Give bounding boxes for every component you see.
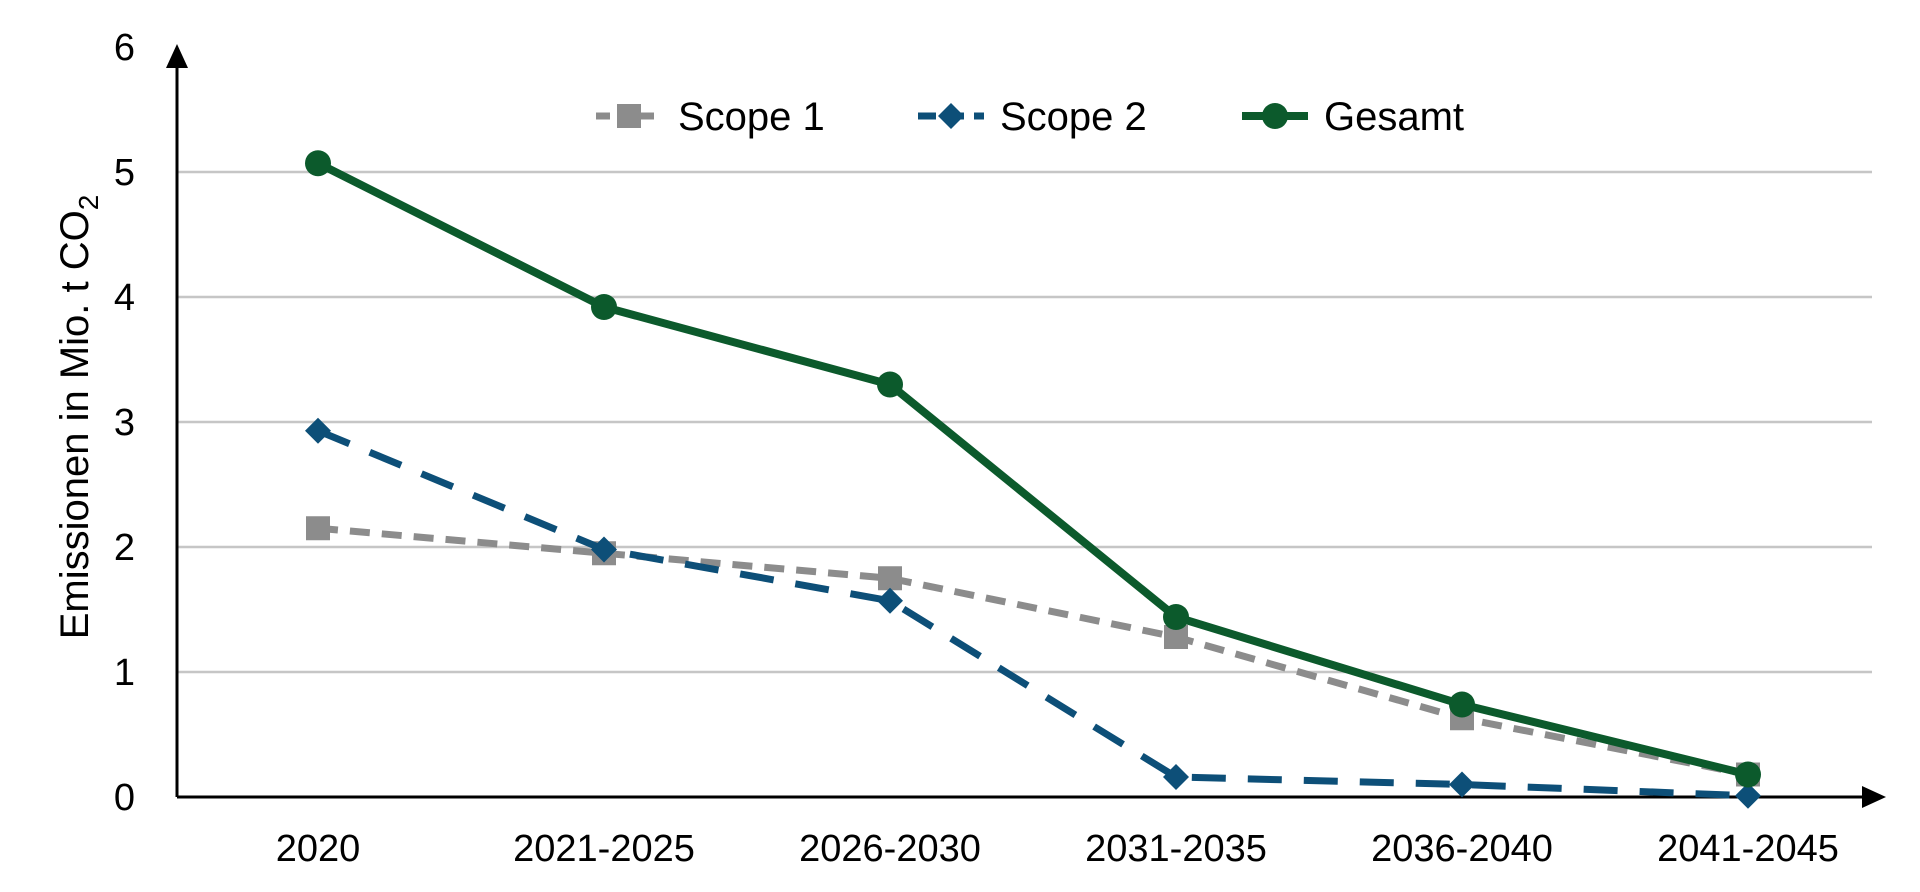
data-point-scope-2 [591,536,617,563]
data-point-gesamt [1735,761,1761,788]
y-axis-title-subscript: 2 [73,195,104,211]
data-point-gesamt [1449,691,1475,718]
x-tick-label: 2036-2040 [1371,828,1553,870]
x-tick-label: 2021-2025 [513,828,695,870]
y-tick-label: 3 [114,402,135,444]
series-scope-2 [305,417,1761,809]
data-point-scope-2 [877,587,903,614]
data-point-scope-2 [1449,771,1475,798]
legend-item-gesamt: Gesamt [1242,95,1464,139]
x-tick-label: 2031-2035 [1085,828,1267,870]
x-tick-label: 2041-2045 [1657,828,1839,870]
legend-marker-scope-2 [938,103,964,129]
x-tick-labels: 2020 2021-2025 2026-2030 2031-2035 2036-2040… [276,828,1839,870]
x-tick-label: 2020 [276,828,361,870]
legend-label: Scope 1 [678,95,825,139]
data-point-scope-2 [1735,782,1761,809]
data-point-scope-1 [878,566,902,591]
y-tick-label: 2 [114,527,135,569]
gridlines [177,170,1872,674]
legend-marker-scope-1 [617,104,641,128]
legend-item-scope-2: Scope 2 [918,95,1147,139]
legend-label: Gesamt [1324,95,1464,139]
y-tick-label: 6 [114,27,135,69]
legend: Scope 1 Scope 2 Gesamt [596,95,1464,139]
y-tick-label: 5 [114,152,135,194]
data-point-scope-2 [1163,764,1189,790]
legend-item-scope-1: Scope 1 [596,95,825,139]
y-axis-title-main: Emissionen in Mio. t CO [53,210,97,639]
data-point-scope-1 [306,516,330,541]
y-tick-label: 4 [114,277,135,319]
data-point-gesamt [877,371,903,398]
data-point-gesamt [1163,604,1189,630]
data-point-gesamt [305,150,331,177]
series-line-scope-1 [317,524,1749,778]
y-tick-label: 1 [114,652,135,694]
data-point-gesamt [591,294,617,320]
y-axis-arrow [166,44,188,68]
y-tick-label: 0 [114,777,135,819]
series-line-scope-2 [316,427,1749,800]
x-tick-label: 2026-2030 [799,828,981,870]
axes [166,44,1886,808]
y-tick-labels: 0 1 2 3 4 5 6 [114,27,135,819]
y-axis-title: Emissionen in Mio. t CO2 [53,195,104,640]
legend-label: Scope 2 [1000,95,1147,139]
series [305,150,1761,809]
series-line-gesamt [316,159,1749,779]
data-point-scope-2 [305,417,331,444]
series-gesamt [305,150,1761,788]
x-axis-arrow [1862,786,1886,808]
series-scope-1 [306,516,1760,787]
legend-marker-gesamt [1262,103,1288,129]
